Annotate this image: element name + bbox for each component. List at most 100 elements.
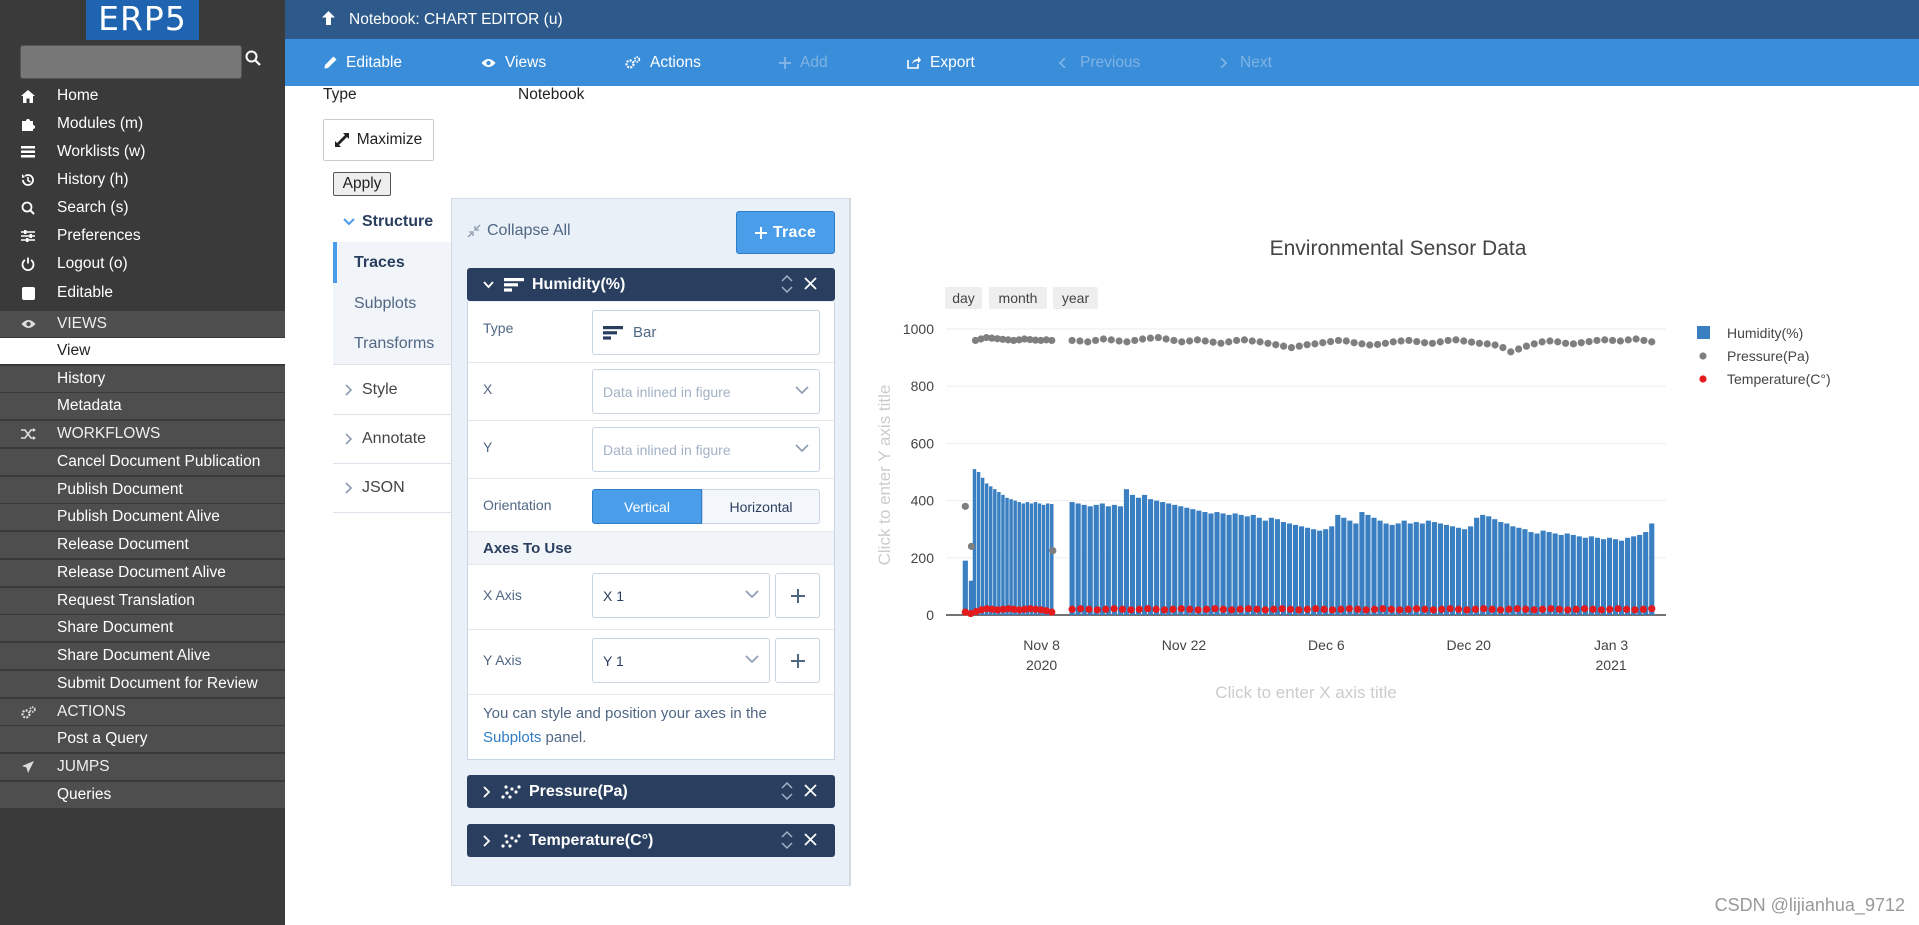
sidebar-workflow-item[interactable]: Release Document Alive [0,560,285,586]
sidebar-item-home[interactable]: Home [0,83,285,109]
list-icon [21,146,35,158]
trace-fold-humidity[interactable]: Humidity(%) [467,268,835,301]
humidity-bar [1582,537,1588,615]
trace-type-select[interactable]: Bar [592,310,820,355]
sidebar-view-history[interactable]: History [0,366,285,392]
sidebar-item-search[interactable]: Search (s) [0,195,285,221]
humidity-bar [972,469,977,615]
y-axis-select[interactable]: Y 1 [592,638,770,683]
close-icon[interactable] [804,784,817,797]
range-day-button[interactable]: day [945,287,982,309]
sidebar-workflow-item[interactable]: Submit Document for Review [0,671,285,697]
nav-traces[interactable]: Traces [333,242,451,283]
reorder-arrows-icon[interactable] [781,780,793,802]
sidebar-view-view[interactable]: View [0,338,285,364]
temperature-point [961,608,969,616]
y-axis-title[interactable]: Click to enter Y axis title [875,385,894,566]
y-axis-row: Y Axis Y 1 [468,630,834,695]
orientation-horizontal[interactable]: Horizontal [702,489,820,524]
range-year-button[interactable]: year [1053,287,1098,309]
sidebar-item-modules[interactable]: Modules (m) [0,111,285,137]
close-icon[interactable] [804,833,817,846]
checkbox-icon[interactable] [21,286,35,300]
subplots-link[interactable]: Subplots [483,729,542,746]
header-bar: Notebook: CHART EDITOR (u) [285,0,1919,39]
chart-title[interactable]: Environmental Sensor Data [1270,237,1527,260]
editable-button[interactable]: Editable [324,39,402,86]
pressure-point [967,542,976,550]
close-icon[interactable] [804,277,817,290]
reorder-arrows-icon[interactable] [781,829,793,851]
up-arrow-icon[interactable] [322,10,335,29]
views-button[interactable]: Views [481,39,546,86]
nav-structure[interactable]: Structure [333,198,451,247]
humidity-bar [1576,536,1582,615]
x-axis-select[interactable]: X 1 [592,573,770,618]
actions-button[interactable]: Actions [625,39,701,86]
add-y-axis-button[interactable] [775,638,820,683]
sidebar-workflow-item[interactable]: Cancel Document Publication [0,449,285,475]
erp5-logo[interactable]: ERP5 [86,0,199,40]
sidebar-workflow-item[interactable]: Release Document [0,532,285,558]
sidebar-item-editable[interactable]: Editable [0,280,285,306]
collapse-all-button[interactable]: Collapse All [467,222,571,240]
trace-fold-pressure[interactable]: Pressure(Pa) [467,775,835,808]
add-x-axis-button[interactable] [775,573,820,618]
trace-fold-temperature[interactable]: Temperature(C°) [467,824,835,857]
chart-legend[interactable]: Humidity(%) Pressure(Pa) Temperature(C°) [1697,325,1831,387]
range-month-button[interactable]: month [989,287,1047,309]
orientation-vertical[interactable]: Vertical [592,489,702,524]
x-axis-title[interactable]: Click to enter X axis title [1215,683,1396,702]
sidebar-workflow-item[interactable]: Request Translation [0,588,285,614]
sidebar-actions-header: ACTIONS [0,699,285,725]
temperature-point [1362,606,1370,614]
sidebar-workflow-item[interactable]: Publish Document [0,477,285,503]
pressure-point [1004,336,1012,344]
pressure-point [977,335,985,343]
nav-transforms[interactable]: Transforms [333,324,451,365]
humidity-bar [1081,504,1087,615]
pressure-point [1031,336,1040,344]
sidebar-workflow-item[interactable]: Share Document [0,615,285,641]
temperature-point [1421,605,1429,613]
sidebar-item-preferences[interactable]: Preferences [0,223,285,249]
next-button[interactable]: Next [1219,39,1272,86]
pressure-point [1452,336,1460,344]
pressure-point [1010,336,1018,345]
add-trace-button[interactable]: Trace [736,211,835,254]
y-data-select[interactable]: Data inlined in figure [592,427,820,472]
pressure-point [993,335,1001,343]
sidebar-action-post-query[interactable]: Post a Query [0,726,285,752]
temperature-point [1597,606,1605,614]
sidebar-workflow-item[interactable]: Publish Document Alive [0,504,285,530]
sensor-chart[interactable]: Environmental Sensor Data 0 200 400 600 800 1… [851,198,1919,788]
sidebar-jump-queries[interactable]: Queries [0,782,285,808]
previous-button[interactable]: Previous [1059,39,1140,86]
nav-style[interactable]: Style [333,366,451,415]
search-input[interactable] [20,45,242,79]
sidebar-item-history[interactable]: History (h) [0,167,285,193]
sidebar-workflow-item[interactable]: Share Document Alive [0,643,285,669]
pressure-point [1522,342,1531,350]
search-button[interactable] [245,50,263,72]
add-button[interactable]: Add [779,39,828,86]
nav-subplots[interactable]: Subplots [333,283,451,324]
sidebar-item-logout[interactable]: Logout (o) [0,251,285,277]
temperature-point [1261,606,1269,614]
x-data-select[interactable]: Data inlined in figure [592,369,820,414]
maximize-button[interactable]: Maximize [323,119,434,161]
apply-button[interactable]: Apply [333,172,391,196]
sidebar-item-worklists[interactable]: Worklists (w) [0,139,285,165]
export-button[interactable]: Export [907,39,975,86]
temperature-point [1253,605,1261,613]
panel-divider[interactable] [849,198,851,886]
nav-annotate[interactable]: Annotate [333,415,451,464]
nav-json[interactable]: JSON [333,464,451,513]
humidity-bar [1196,510,1202,615]
humidity-bar [1017,502,1021,615]
pencil-icon [324,56,337,69]
reorder-arrows-icon[interactable] [781,273,793,295]
pressure-point [1608,336,1617,345]
page-title: Notebook: CHART EDITOR (u) [349,10,563,28]
sidebar-view-metadata[interactable]: Metadata [0,393,285,419]
